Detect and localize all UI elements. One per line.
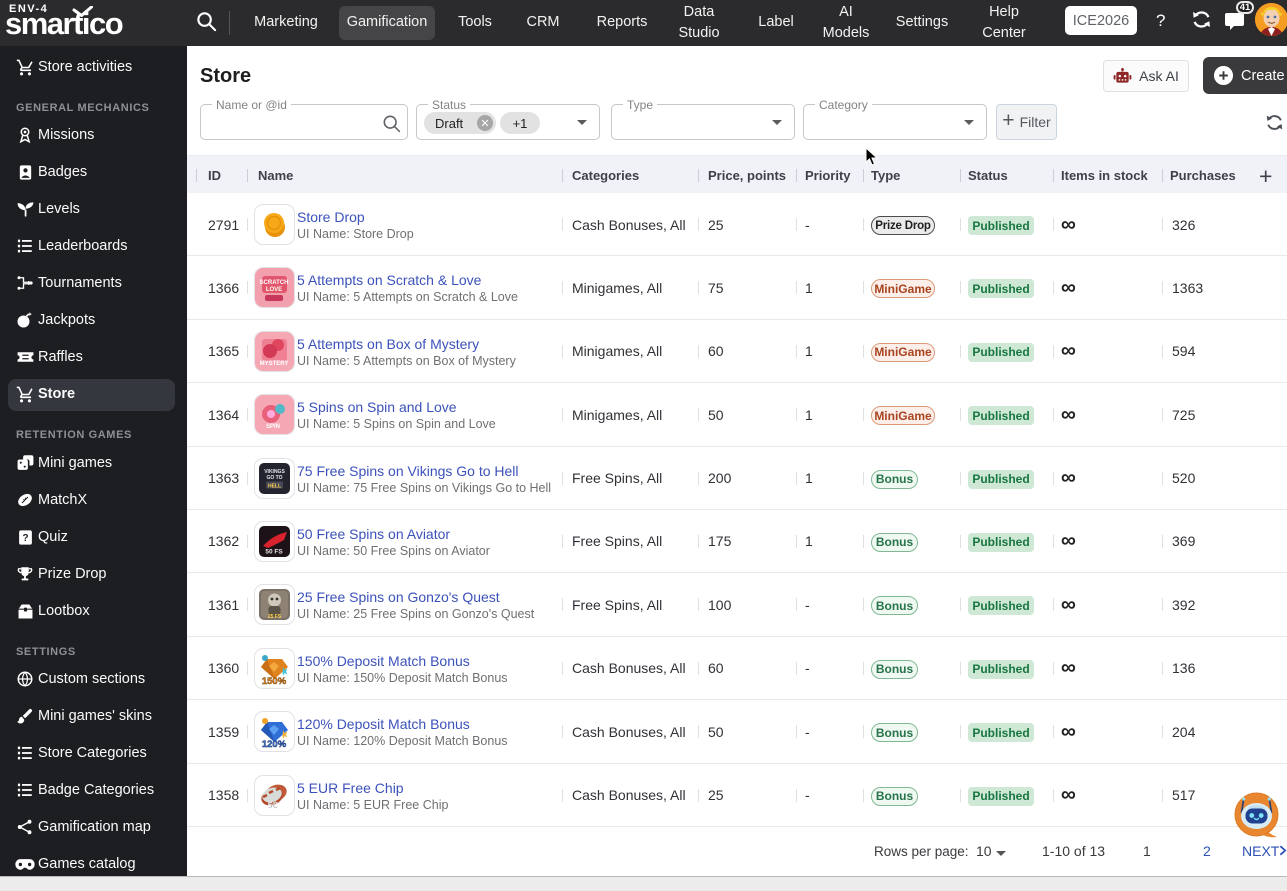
svg-text:VIKINGS: VIKINGS xyxy=(264,469,285,475)
svg-text:5C: 5C xyxy=(268,801,278,810)
svg-text:MYSTERY: MYSTERY xyxy=(260,361,289,367)
svg-text:LOVE: LOVE xyxy=(266,287,282,293)
svg-text:HELL: HELL xyxy=(268,483,281,489)
svg-text:SPIN: SPIN xyxy=(266,424,280,430)
svg-text:25 FS: 25 FS xyxy=(268,614,282,620)
svg-text:GO TO: GO TO xyxy=(266,475,282,481)
svg-text:120%: 120% xyxy=(262,739,287,750)
svg-text:?: ? xyxy=(22,533,28,544)
svg-text:SCRATCH: SCRATCH xyxy=(260,280,289,286)
svg-text:50 FS: 50 FS xyxy=(265,548,283,555)
svg-text:150%: 150% xyxy=(262,676,287,687)
